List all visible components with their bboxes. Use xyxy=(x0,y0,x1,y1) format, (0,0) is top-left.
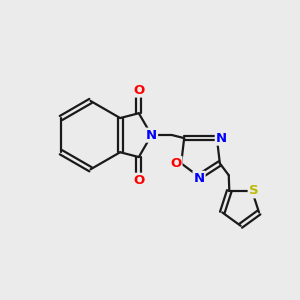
Text: N: N xyxy=(216,132,227,145)
Text: S: S xyxy=(249,184,258,197)
Text: N: N xyxy=(146,129,157,142)
Text: O: O xyxy=(133,174,144,187)
Text: O: O xyxy=(170,157,182,170)
Text: N: N xyxy=(194,172,205,185)
Text: O: O xyxy=(133,83,144,97)
